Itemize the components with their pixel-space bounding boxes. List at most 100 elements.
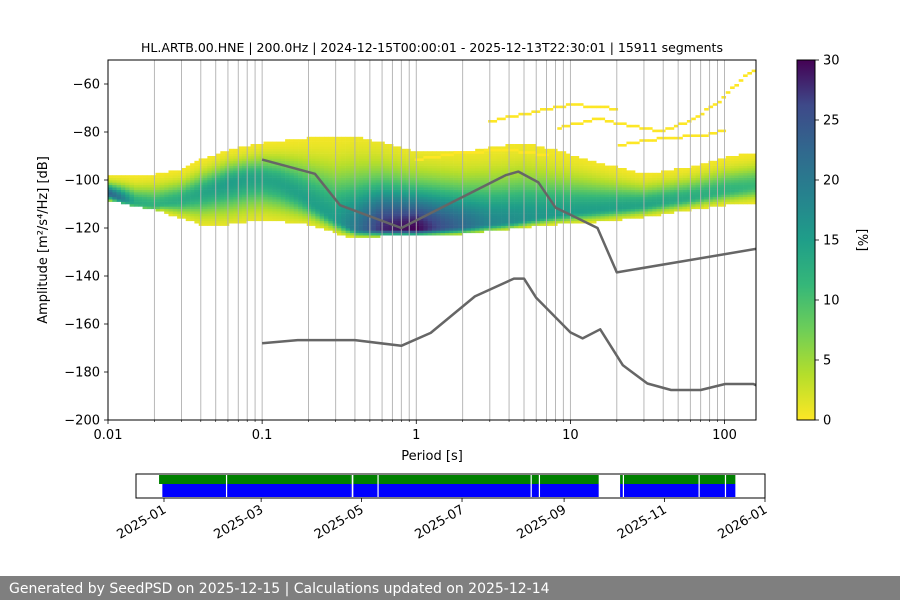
heatmap-cell [699, 180, 705, 183]
heatmap-cell [557, 153, 562, 157]
heatmap-cell [574, 204, 580, 207]
heatmap-cell [336, 211, 342, 214]
heatmap-cell [496, 206, 502, 210]
heatmap-cell [457, 184, 463, 188]
heatmap-cell [479, 216, 485, 219]
heatmap-cell [354, 158, 359, 162]
heatmap-cell [324, 156, 329, 159]
heatmap-cell [578, 206, 584, 210]
heatmap-cell [341, 199, 346, 202]
heatmap-cell [678, 122, 683, 125]
heatmap-cell [509, 194, 515, 198]
heatmap-cell [501, 156, 506, 159]
heatmap-cell [501, 216, 506, 219]
heatmap-cell [233, 172, 238, 176]
heatmap-cell [354, 180, 359, 183]
heatmap-cell [302, 168, 308, 171]
heatmap-cell [272, 165, 277, 169]
heatmap-cell [622, 204, 627, 207]
heatmap-cell [358, 177, 364, 181]
heatmap-cell [319, 170, 325, 174]
heatmap-cell [466, 163, 472, 166]
heatmap-cell [678, 199, 683, 202]
heatmap-cell [505, 148, 511, 152]
heatmap-cell [237, 187, 243, 190]
heatmap-cell [462, 230, 467, 234]
heatmap-cell [600, 192, 606, 195]
heatmap-cell [190, 170, 195, 174]
heatmap-cell [695, 134, 701, 137]
heatmap-cell [315, 141, 320, 145]
heatmap-cell [414, 199, 420, 202]
heatmap-cell [509, 184, 515, 188]
heatmap-cell [375, 223, 381, 226]
y-tick-label: −80 [73, 126, 100, 141]
heatmap-cell [401, 199, 407, 202]
heatmap-cell [453, 165, 459, 169]
heatmap-cell [250, 194, 256, 198]
heatmap-cell [436, 192, 441, 195]
heatmap-cell [419, 168, 424, 171]
heatmap-cell [557, 184, 562, 188]
heatmap-cell [449, 151, 454, 154]
heatmap-cell [613, 216, 619, 219]
heatmap-cell [185, 175, 191, 178]
heatmap-cell [324, 228, 329, 231]
heatmap-cell [280, 141, 286, 145]
heatmap-cell [449, 230, 454, 234]
heatmap-cell [522, 208, 528, 212]
heatmap-cell [332, 208, 338, 212]
heatmap-cell [345, 184, 351, 188]
heatmap-cell [354, 189, 359, 193]
heatmap-cell [470, 208, 476, 212]
heatmap-cell [652, 194, 657, 198]
heatmap-cell [393, 211, 398, 214]
heatmap-cell [324, 141, 329, 145]
heatmap-cell [704, 175, 709, 178]
heatmap-cell [263, 182, 269, 186]
heatmap-cell [669, 204, 675, 207]
heatmap-cell [306, 204, 312, 207]
heatmap-cell [289, 172, 295, 176]
heatmap-cell [362, 208, 368, 212]
heatmap-cell [315, 139, 320, 142]
heatmap-cell [423, 151, 428, 154]
heatmap-cell [207, 213, 212, 217]
heatmap-cell [362, 235, 368, 238]
heatmap-cell [583, 172, 588, 176]
heatmap-cell [410, 223, 416, 226]
heatmap-cell [699, 196, 705, 200]
high-noise-model-line [261, 158, 756, 274]
heatmap-cell [311, 213, 316, 217]
heatmap-cell [440, 156, 446, 159]
y-tick-label: −180 [64, 366, 100, 381]
heatmap-cell [194, 182, 200, 186]
heatmap-cell [596, 218, 601, 222]
heatmap-cell [501, 206, 506, 210]
heatmap-cell [721, 172, 727, 176]
heatmap-cell [540, 182, 545, 186]
heatmap-cell [483, 216, 489, 219]
heatmap-cell [591, 160, 597, 164]
heatmap-cell [315, 225, 320, 229]
heatmap-cell [475, 211, 480, 214]
heatmap-cell [453, 225, 459, 229]
heatmap-cell [522, 180, 528, 183]
heatmap-cell [216, 153, 221, 157]
heatmap-cell [125, 182, 130, 186]
heatmap-cell [721, 177, 727, 181]
heatmap-cell [280, 182, 286, 186]
heatmap-cell [734, 156, 740, 159]
heatmap-cell [276, 208, 282, 212]
heatmap-cell [509, 223, 515, 226]
heatmap-cell [254, 163, 260, 166]
heatmap-cell [475, 165, 480, 169]
heatmap-cell [444, 189, 450, 193]
heatmap-cell [462, 196, 467, 200]
heatmap-cell [336, 208, 342, 212]
heatmap-cell [423, 201, 428, 205]
heatmap-cell [246, 180, 251, 183]
heatmap-cell [276, 153, 282, 157]
heatmap-cell [747, 175, 752, 178]
heatmap-cell [216, 220, 221, 224]
